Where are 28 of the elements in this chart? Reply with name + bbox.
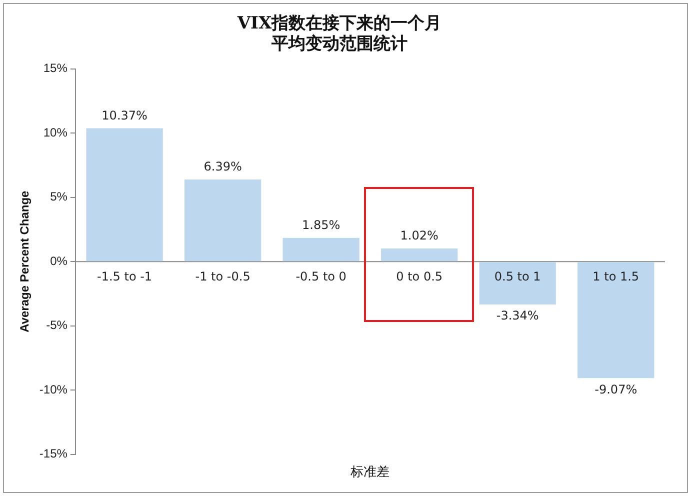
data-label: 6.39% (204, 160, 242, 174)
y-tick-label: 5% (50, 190, 68, 204)
bar (184, 179, 262, 262)
data-label: -9.07% (594, 382, 638, 396)
bar (578, 262, 654, 378)
bar (282, 238, 360, 262)
y-tick-label: -10% (39, 382, 68, 396)
x-axis-title: 标准差 (350, 464, 390, 479)
x-tick-label: 0.5 to 1 (494, 270, 541, 284)
data-label: 1.02% (400, 228, 438, 243)
y-tick-label: 15% (43, 61, 68, 76)
y-axis-title: Average Percent Change (18, 190, 32, 332)
data-label: 1.85% (302, 218, 340, 232)
bar (479, 262, 556, 305)
bar (86, 128, 163, 262)
y-tick-label: 0% (50, 254, 68, 268)
x-tick-label: -0.5 to 0 (296, 270, 346, 284)
x-tick-label: 1 to 1.5 (592, 270, 640, 284)
bar (381, 248, 458, 262)
y-tick-label: -5% (46, 318, 68, 332)
x-tick-label: -1 to -0.5 (195, 270, 250, 284)
chart-title: VIX指数在接下来的一个月平均变动范围统计 (236, 14, 442, 54)
data-label: 10.37% (102, 108, 148, 122)
data-label: -3.34% (496, 308, 539, 323)
x-tick-label: -1.5 to -1 (97, 270, 152, 284)
y-tick-label: 10% (43, 125, 68, 140)
x-tick-label: 0 to 0.5 (396, 270, 443, 284)
y-tick-label: -15% (39, 446, 68, 461)
